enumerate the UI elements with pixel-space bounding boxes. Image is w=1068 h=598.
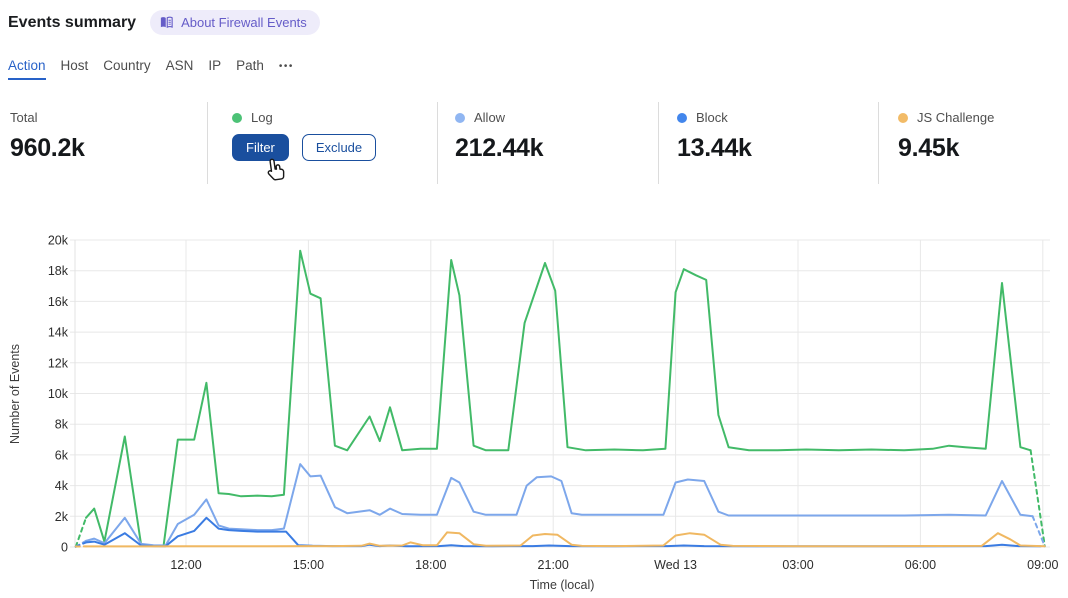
about-firewall-events-link[interactable]: About Firewall Events bbox=[150, 10, 320, 35]
stat-total-label: Total bbox=[10, 110, 38, 125]
stat-divider bbox=[437, 102, 438, 184]
y-tick-label: 2k bbox=[55, 510, 69, 524]
stat-log-label: Log bbox=[251, 110, 273, 125]
y-tick-label: 10k bbox=[48, 387, 69, 401]
block-color-dot bbox=[677, 112, 687, 123]
y-tick-label: 6k bbox=[55, 448, 69, 462]
stat-allow-value: 212.44k bbox=[455, 134, 544, 162]
header: Events summary About Firewall Events bbox=[8, 10, 320, 35]
y-tick-label: 0 bbox=[61, 541, 68, 555]
tab-ip[interactable]: IP bbox=[208, 58, 222, 73]
stat-block: Block 13.44k bbox=[677, 110, 752, 163]
stat-total: Total 960.2k bbox=[10, 110, 85, 163]
series-block-line[interactable] bbox=[85, 516, 1042, 548]
x-tick-label: 03:00 bbox=[782, 558, 813, 572]
stat-js-challenge-value: 9.45k bbox=[898, 134, 960, 162]
stat-allow-label: Allow bbox=[474, 110, 506, 125]
tab-path[interactable]: Path bbox=[236, 58, 264, 73]
book-icon bbox=[159, 15, 174, 30]
x-tick-label: 12:00 bbox=[170, 558, 201, 572]
tab-action[interactable]: Action bbox=[8, 58, 46, 80]
allow-color-dot bbox=[455, 112, 465, 123]
series-allow-line[interactable] bbox=[1031, 515, 1046, 548]
series-log-line[interactable] bbox=[85, 249, 1032, 547]
y-tick-label: 4k bbox=[55, 479, 69, 493]
stat-log: Log Filter Exclude bbox=[232, 110, 377, 181]
stat-total-value: 960.2k bbox=[10, 134, 85, 162]
stat-js-challenge: JS Challenge 9.45k bbox=[898, 110, 994, 163]
y-tick-label: 14k bbox=[48, 326, 69, 340]
log-color-dot bbox=[232, 112, 242, 123]
exclude-button[interactable]: Exclude bbox=[301, 134, 377, 161]
x-tick-label: 18:00 bbox=[415, 558, 446, 572]
series-log-line[interactable] bbox=[1029, 449, 1046, 548]
cursor-pointer-icon bbox=[263, 157, 287, 188]
y-tick-label: 16k bbox=[48, 295, 69, 309]
series-log-line[interactable] bbox=[74, 516, 87, 548]
stat-block-label: Block bbox=[696, 110, 728, 125]
y-tick-label: 18k bbox=[48, 264, 69, 278]
x-tick-label: 09:00 bbox=[1027, 558, 1058, 572]
tab-country[interactable]: Country bbox=[103, 58, 151, 73]
series-allow-line[interactable] bbox=[85, 463, 1034, 547]
about-badge-label: About Firewall Events bbox=[181, 15, 307, 30]
tab-host[interactable]: Host bbox=[60, 58, 89, 73]
stat-js-challenge-label: JS Challenge bbox=[917, 110, 995, 125]
filter-button[interactable]: Filter bbox=[232, 134, 289, 161]
summary-tabs: Action Host Country ASN IP Path ••• bbox=[8, 58, 294, 80]
tab-asn[interactable]: ASN bbox=[165, 58, 194, 73]
series-js-challenge-line[interactable] bbox=[85, 531, 1046, 548]
stat-allow: Allow 212.44k bbox=[455, 110, 544, 163]
stat-divider bbox=[658, 102, 659, 184]
x-tick-label: Wed 13 bbox=[654, 558, 697, 572]
x-tick-label: 21:00 bbox=[538, 558, 569, 572]
x-tick-label: 15:00 bbox=[293, 558, 324, 572]
stat-block-value: 13.44k bbox=[677, 134, 752, 162]
stat-divider bbox=[207, 102, 208, 184]
x-axis-title: Time (local) bbox=[530, 578, 595, 592]
y-tick-label: 8k bbox=[55, 418, 69, 432]
page-title: Events summary bbox=[8, 13, 137, 31]
y-tick-label: 20k bbox=[48, 234, 69, 248]
y-axis-title: Number of Events bbox=[8, 344, 22, 444]
js-challenge-color-dot bbox=[898, 112, 908, 123]
y-tick-label: 12k bbox=[48, 356, 69, 370]
x-tick-label: 06:00 bbox=[905, 558, 936, 572]
stat-divider bbox=[878, 102, 879, 184]
tabs-more-button[interactable]: ••• bbox=[278, 61, 294, 72]
